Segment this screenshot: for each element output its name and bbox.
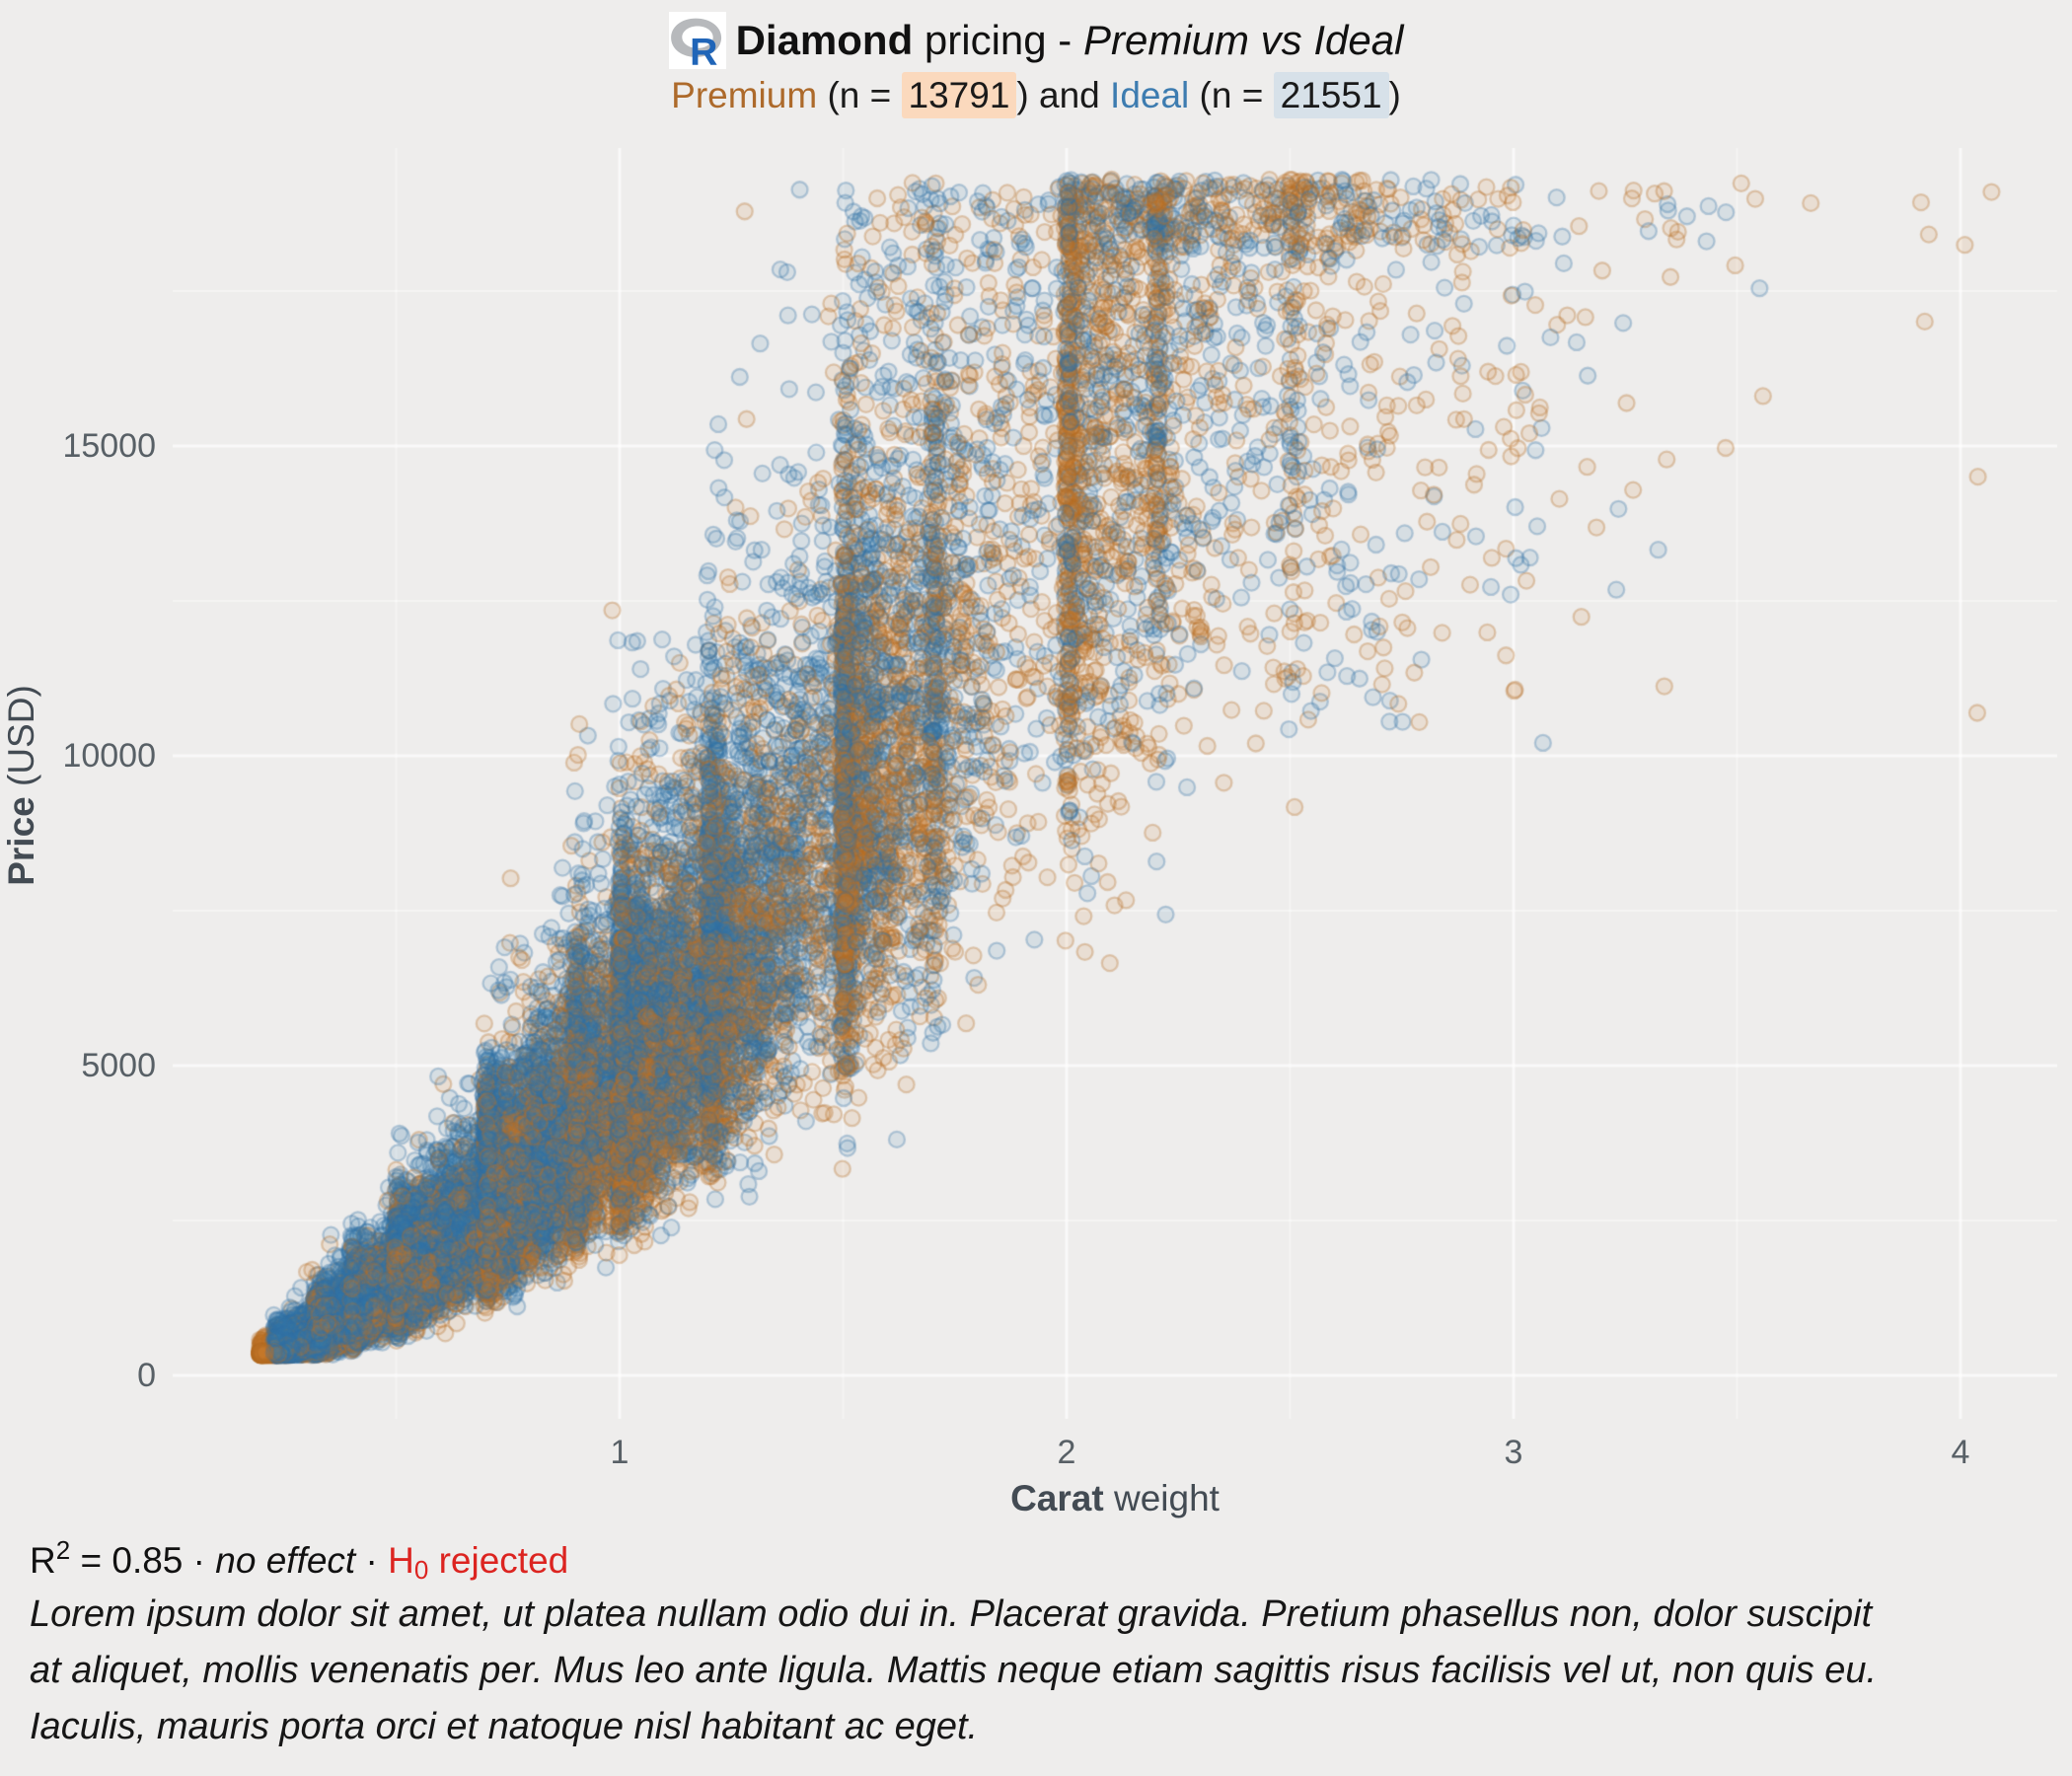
y-axis-title: Price (USD)	[1, 637, 42, 933]
page-title: Diamond pricing - Premium vs Ideal	[736, 17, 1404, 64]
y-tick-label: 0	[137, 1357, 156, 1394]
h0-rejected-label: H0 rejected	[388, 1540, 569, 1585]
subtitle-end: )	[1388, 75, 1401, 115]
title-mid: pricing -	[913, 17, 1083, 63]
x-axis-title: Carat weight	[173, 1478, 2057, 1519]
stats-caption: R2 = 0.85 · no effect · H0 rejected	[30, 1535, 568, 1586]
subtitle-n2-prefix: (n =	[1189, 75, 1274, 115]
r-squared-label: R2 = 0.85	[30, 1535, 184, 1581]
r-logo-icon: R	[668, 12, 726, 69]
caption-separator-1: ·	[183, 1540, 216, 1581]
title-word-premium: Premium	[1082, 17, 1249, 63]
x-tick-label: 2	[1057, 1434, 1076, 1471]
x-tick-label: 3	[1504, 1434, 1523, 1471]
title-word-diamond: Diamond	[735, 17, 914, 63]
footnote-line-2: at aliquet, mollis venenatis per. Mus le…	[30, 1650, 1878, 1691]
y-tick-label: 5000	[81, 1047, 156, 1084]
x-tick-label: 4	[1951, 1434, 1970, 1471]
footnote-line-3: Iaculis, mauris porta orci et natoque ni…	[30, 1706, 979, 1747]
caption-separator-2: ·	[355, 1540, 389, 1581]
subtitle-n1-prefix: (n =	[817, 75, 902, 115]
x-axis-title-rest: weight	[1103, 1478, 1220, 1518]
subtitle-ideal-label: Ideal	[1110, 75, 1190, 115]
x-tick-label: 1	[610, 1434, 629, 1471]
footnote-line-1: Lorem ipsum dolor sit amet, ut platea nu…	[30, 1593, 1873, 1635]
y-axis-title-bold: Price	[1, 796, 41, 886]
ideal-count-badge: 21551	[1273, 72, 1389, 118]
title-vs: vs	[1249, 17, 1314, 63]
chart-title-row: R Diamond pricing - Premium vs Ideal	[0, 12, 2072, 69]
chart-subtitle: Premium (n = 13791) and Ideal (n = 21551…	[0, 72, 2072, 118]
premium-count-badge: 13791	[901, 72, 1017, 118]
svg-text:R: R	[690, 32, 717, 68]
effect-label: no effect	[215, 1540, 356, 1581]
x-axis-title-bold: Carat	[1010, 1478, 1104, 1518]
title-word-ideal: Ideal	[1313, 17, 1404, 63]
y-tick-label: 10000	[62, 737, 156, 775]
y-tick-label: 15000	[62, 427, 156, 465]
subtitle-mid: ) and	[1016, 75, 1111, 115]
subtitle-premium-label: Premium	[671, 75, 818, 115]
footnote-paragraph: Lorem ipsum dolor sit amet, ut platea nu…	[30, 1587, 2062, 1755]
